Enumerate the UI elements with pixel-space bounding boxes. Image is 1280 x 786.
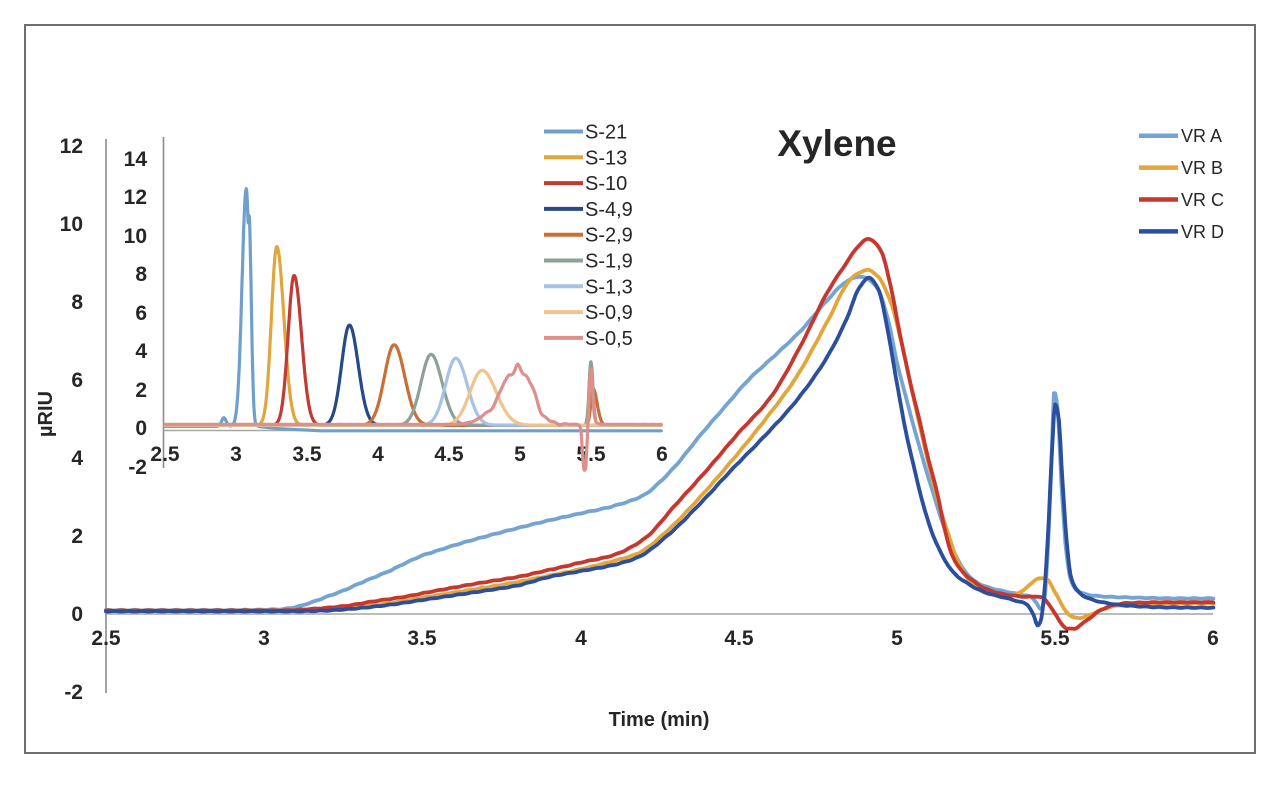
- svg-text:VR A: VR A: [1181, 126, 1222, 146]
- svg-text:VR B: VR B: [1181, 158, 1223, 178]
- svg-text:Time (min): Time (min): [609, 709, 710, 731]
- svg-text:3: 3: [230, 443, 242, 466]
- svg-text:VR D: VR D: [1181, 222, 1224, 242]
- svg-text:8: 8: [135, 263, 147, 286]
- svg-text:12: 12: [60, 135, 83, 158]
- svg-text:S-10: S-10: [585, 173, 627, 195]
- svg-text:6: 6: [1207, 627, 1219, 650]
- svg-text:4: 4: [135, 340, 147, 363]
- svg-text:4.5: 4.5: [434, 443, 464, 466]
- svg-text:5: 5: [891, 627, 903, 650]
- svg-text:6: 6: [71, 369, 83, 392]
- svg-text:4: 4: [372, 443, 384, 466]
- svg-text:4: 4: [71, 447, 83, 470]
- svg-text:14: 14: [124, 148, 148, 171]
- svg-text:6: 6: [135, 302, 147, 325]
- svg-text:S-21: S-21: [585, 122, 627, 144]
- svg-text:0: 0: [71, 603, 83, 626]
- svg-text:2: 2: [135, 379, 147, 402]
- svg-text:3: 3: [258, 627, 270, 650]
- svg-text:12: 12: [124, 186, 147, 209]
- svg-text:S-0,5: S-0,5: [585, 328, 633, 350]
- svg-text:S-2,9: S-2,9: [585, 225, 633, 247]
- svg-text:VR C: VR C: [1181, 190, 1224, 210]
- svg-text:2.5: 2.5: [91, 627, 121, 650]
- svg-text:S-4,9: S-4,9: [585, 199, 633, 221]
- svg-text:µRIU: µRIU: [35, 391, 57, 437]
- svg-text:5.5: 5.5: [1040, 627, 1070, 650]
- svg-text:3.5: 3.5: [292, 443, 322, 466]
- svg-text:10: 10: [124, 225, 147, 248]
- svg-text:S-13: S-13: [585, 147, 627, 169]
- svg-text:2.5: 2.5: [150, 443, 180, 466]
- svg-text:6: 6: [656, 443, 668, 466]
- svg-text:S-0,9: S-0,9: [585, 302, 633, 324]
- svg-text:10: 10: [60, 213, 83, 236]
- svg-text:0: 0: [135, 417, 147, 440]
- svg-text:8: 8: [71, 291, 83, 314]
- svg-text:4: 4: [575, 627, 587, 650]
- svg-text:-2: -2: [128, 456, 147, 479]
- svg-text:5: 5: [514, 443, 526, 466]
- svg-text:Xylene: Xylene: [777, 123, 896, 164]
- svg-text:4.5: 4.5: [724, 627, 754, 650]
- svg-text:2: 2: [71, 525, 83, 548]
- svg-text:-2: -2: [64, 681, 83, 704]
- svg-text:S-1,9: S-1,9: [585, 251, 633, 273]
- svg-text:S-1,3: S-1,3: [585, 276, 633, 298]
- svg-text:3.5: 3.5: [407, 627, 437, 650]
